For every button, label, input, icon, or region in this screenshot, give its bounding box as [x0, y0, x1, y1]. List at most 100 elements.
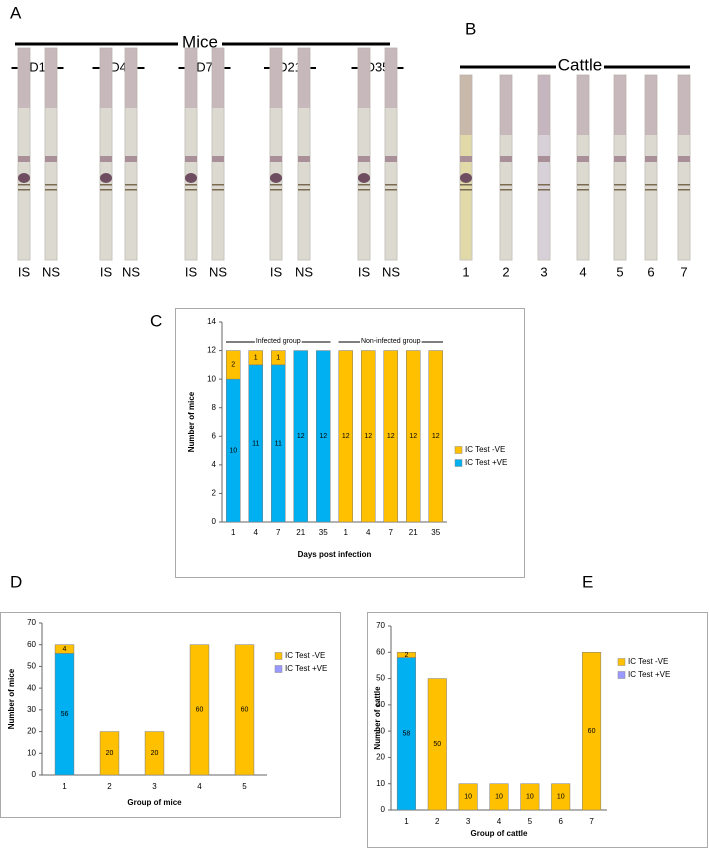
x-axis-title: Days post infection	[298, 550, 372, 559]
ref-line	[678, 189, 690, 191]
ref-line	[45, 184, 57, 186]
strip-label: IS	[185, 264, 198, 279]
y-tick-label: 12	[207, 346, 216, 355]
ref-line	[500, 184, 512, 186]
ref-line	[270, 189, 282, 191]
annotation-bg	[359, 337, 422, 345]
x-tick-label: 1	[62, 782, 67, 791]
strip-label: IS	[358, 264, 371, 279]
ref-line	[358, 189, 370, 191]
y-tick-label: 10	[27, 748, 36, 757]
strip-label: IS	[100, 264, 113, 279]
bar-segment	[383, 350, 398, 523]
x-tick-label: 2	[107, 782, 112, 791]
strip-wick	[577, 75, 589, 135]
strip-wick	[100, 48, 112, 108]
strip-wick	[678, 75, 690, 135]
x-tick-label: 5	[242, 782, 247, 791]
y-tick-label: 0	[32, 770, 37, 779]
y-tick-label: 20	[27, 727, 36, 736]
x-tick-label: 6	[558, 817, 563, 826]
x-tick-label: 21	[296, 528, 305, 537]
x-tick-label: 4	[197, 782, 202, 791]
x-tick-label: 7	[276, 528, 281, 537]
ref-line	[577, 189, 589, 191]
x-tick-label: 1	[344, 528, 349, 537]
ref-line	[614, 184, 626, 186]
data-label: 2	[404, 652, 408, 659]
bar-segment	[144, 731, 165, 776]
y-tick-label: 70	[27, 618, 36, 627]
strip-wick	[358, 48, 370, 108]
ref-line	[125, 189, 137, 191]
strip-wick	[614, 75, 626, 135]
bar-segment	[226, 350, 241, 380]
control-band	[460, 156, 472, 162]
control-band	[500, 156, 512, 162]
data-label: 10	[557, 794, 565, 801]
control-band	[614, 156, 626, 162]
ref-line	[18, 184, 30, 186]
x-tick-label: 2	[435, 817, 440, 826]
data-label: 10	[464, 794, 472, 801]
legend-swatch	[274, 665, 283, 673]
day-label: D7	[196, 59, 213, 74]
bar-segment	[234, 644, 255, 776]
legend-swatch	[274, 652, 283, 660]
legend-swatch	[454, 446, 463, 454]
ref-line	[385, 189, 397, 191]
y-tick-label: 0	[212, 517, 217, 526]
x-tick-label: 4	[254, 528, 259, 537]
control-band	[185, 156, 197, 162]
bar-segment	[489, 783, 509, 811]
data-label: 58	[403, 731, 411, 738]
strip-wick	[185, 48, 197, 108]
legend-swatch	[617, 658, 626, 666]
data-label: 10	[526, 794, 534, 801]
x-tick-label: 7	[589, 817, 594, 826]
ref-line	[678, 184, 690, 186]
y-tick-label: 20	[376, 753, 385, 762]
legend-swatch	[454, 459, 463, 467]
chart-frame	[367, 612, 708, 848]
bar-segment	[428, 350, 443, 523]
data-label: 56	[61, 711, 69, 718]
strip-label: 2	[502, 264, 509, 279]
legend-swatch	[617, 671, 626, 679]
ref-line	[212, 189, 224, 191]
data-label: 11	[275, 440, 282, 447]
ref-line	[100, 189, 112, 191]
data-label: 12	[432, 433, 440, 440]
data-label: 12	[387, 433, 395, 440]
strip-wick	[45, 48, 57, 108]
strip-label: 5	[616, 264, 623, 279]
day-label: D21	[278, 59, 302, 74]
strip-wick	[500, 75, 512, 135]
test-band	[358, 173, 370, 183]
ref-line	[460, 184, 472, 186]
legend-label: IC Test +VE	[628, 670, 670, 679]
control-band	[645, 156, 657, 162]
day-label: D4	[110, 59, 127, 74]
data-label: 12	[342, 433, 350, 440]
x-tick-label: 7	[389, 528, 394, 537]
ref-line	[100, 184, 112, 186]
control-band	[385, 156, 397, 162]
y-tick-label: 40	[27, 683, 36, 692]
strip-label: 3	[540, 264, 547, 279]
bar-segment	[99, 731, 120, 776]
y-tick-label: 8	[212, 403, 217, 412]
strip-wick	[298, 48, 310, 108]
data-label: 12	[364, 433, 372, 440]
group-title: Cattle	[558, 55, 602, 74]
ref-line	[614, 189, 626, 191]
panel-label: C	[150, 311, 162, 330]
y-axis-title: Number of mice	[7, 668, 16, 729]
x-tick-label: 35	[319, 528, 328, 537]
ref-line	[358, 184, 370, 186]
strip-wick	[18, 48, 30, 108]
strip-label: NS	[42, 264, 60, 279]
x-tick-label: 1	[231, 528, 236, 537]
day-label: D1	[29, 59, 46, 74]
